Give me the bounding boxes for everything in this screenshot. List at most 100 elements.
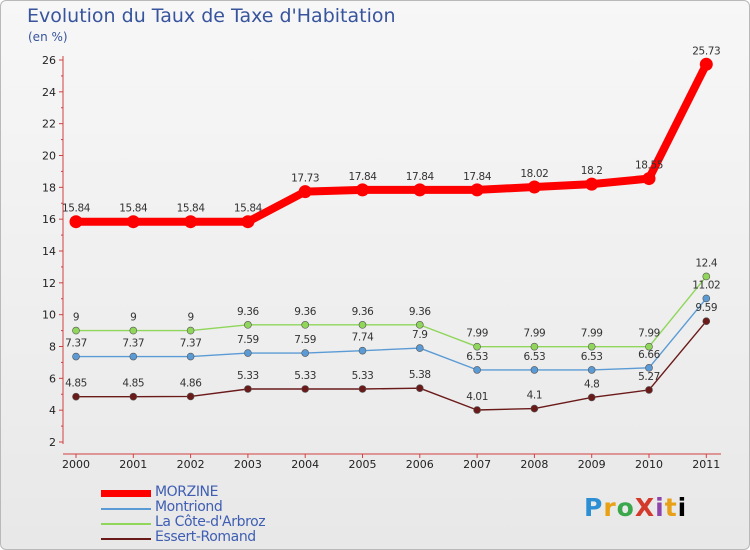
data-point-morzine [585, 177, 599, 191]
legend-swatch-morzine [101, 490, 151, 497]
series-line-essert-romand [76, 320, 707, 411]
y-tick-label: 4 [49, 404, 56, 417]
data-label-morzine: 17.73 [291, 173, 319, 185]
data-point-essert-romand [244, 385, 252, 393]
data-point-la-cote-d-arbroz [358, 321, 367, 329]
x-tick-label: 2011 [692, 458, 720, 471]
data-point-la-cote-d-arbroz [645, 342, 653, 351]
data-label-essert-romand: 4.86 [180, 377, 202, 389]
data-label-essert-romand: 5.27 [638, 371, 660, 383]
data-point-essert-romand [72, 392, 80, 401]
data-label-la-cote-d-arbroz: 7.99 [466, 328, 488, 340]
legend-label-essert-romand: Essert-Romand [155, 529, 256, 545]
legend-swatch-montriond [101, 508, 151, 510]
x-tick-label: 2009 [578, 458, 606, 471]
data-point-montriond [473, 366, 481, 374]
data-point-essert-romand [702, 317, 711, 325]
data-point-essert-romand [530, 404, 539, 413]
data-label-la-cote-d-arbroz: 12.4 [695, 257, 717, 269]
data-label-morzine: 15.84 [177, 203, 206, 215]
legend: MORZINE Montriond La Côte-d'Arbroz Esser… [101, 484, 421, 547]
y-tick-label: 14 [42, 245, 56, 258]
data-point-essert-romand [587, 393, 596, 402]
data-point-morzine [470, 183, 484, 197]
data-label-la-cote-d-arbroz: 9 [187, 312, 193, 324]
data-point-essert-romand [415, 384, 424, 393]
legend-swatch-la-cote-d-arbroz [101, 523, 151, 525]
data-point-montriond [244, 349, 252, 357]
data-point-morzine [241, 215, 255, 229]
data-label-morzine: 17.84 [348, 171, 377, 183]
data-label-montriond: 7.37 [122, 338, 144, 350]
data-point-montriond [415, 344, 424, 352]
data-label-essert-romand: 4.01 [466, 391, 488, 403]
y-tick-label: 8 [49, 341, 56, 354]
y-tick-label: 6 [49, 372, 56, 385]
x-tick-label: 2005 [349, 458, 377, 471]
data-label-morzine: 18.2 [581, 165, 603, 177]
data-label-morzine: 18.02 [520, 168, 548, 180]
data-label-la-cote-d-arbroz: 9.36 [352, 306, 374, 318]
data-label-montriond: 7.9 [412, 329, 428, 341]
x-tick-label: 2003 [234, 458, 262, 471]
x-tick-label: 2001 [119, 458, 147, 471]
data-label-la-cote-d-arbroz: 9 [73, 312, 79, 324]
data-point-la-cote-d-arbroz [473, 342, 481, 351]
data-point-essert-romand [473, 406, 481, 414]
data-point-morzine [184, 215, 198, 229]
data-point-morzine [69, 215, 83, 229]
data-label-la-cote-d-arbroz: 7.99 [524, 328, 546, 340]
data-point-montriond [129, 352, 138, 361]
data-point-essert-romand [645, 386, 653, 394]
data-label-montriond: 11.02 [692, 279, 720, 291]
x-tick-label: 2006 [406, 458, 434, 471]
legend-item-essert-romand: Essert-Romand [101, 529, 421, 547]
data-point-morzine [126, 215, 140, 229]
data-label-montriond: 6.53 [524, 351, 546, 363]
data-point-la-cote-d-arbroz [415, 321, 424, 329]
data-label-morzine: 18.55 [635, 160, 663, 172]
data-label-la-cote-d-arbroz: 9.36 [294, 306, 316, 318]
data-point-montriond [301, 349, 310, 357]
data-point-la-cote-d-arbroz [301, 321, 310, 329]
data-point-montriond [358, 346, 367, 355]
data-point-essert-romand [301, 385, 310, 393]
data-label-morzine: 15.84 [62, 203, 91, 215]
y-tick-label: 22 [42, 118, 56, 131]
legend-label-montriond: Montriond [155, 499, 223, 515]
data-label-essert-romand: 4.1 [527, 390, 543, 402]
data-label-morzine: 17.84 [463, 171, 492, 183]
legend-item-montriond: Montriond [101, 499, 421, 517]
data-label-la-cote-d-arbroz: 9.36 [409, 306, 431, 318]
data-label-montriond: 6.53 [581, 351, 603, 363]
data-label-essert-romand: 5.38 [409, 369, 431, 381]
series-line-montriond [76, 297, 707, 371]
data-point-montriond [72, 352, 80, 361]
y-axis-unit-label: (en %) [28, 30, 68, 44]
data-point-la-cote-d-arbroz [244, 321, 252, 329]
data-label-montriond: 7.74 [352, 332, 374, 344]
legend-label-morzine: MORZINE [155, 484, 219, 500]
legend-label-la-cote-d-arbroz: La Côte-d'Arbroz [155, 514, 266, 530]
legend-item-la-cote-d-arbroz: La Côte-d'Arbroz [101, 514, 421, 532]
data-label-essert-romand: 4.8 [584, 378, 600, 390]
data-label-montriond: 7.37 [180, 338, 202, 350]
data-label-essert-romand: 5.33 [237, 370, 259, 382]
x-tick-label: 2007 [463, 458, 491, 471]
data-label-morzine: 15.84 [119, 203, 148, 215]
data-label-morzine: 17.84 [406, 171, 435, 183]
x-tick-label: 2004 [291, 458, 319, 471]
y-tick-label: 2 [49, 436, 56, 449]
data-label-morzine: 25.73 [692, 45, 720, 57]
data-point-essert-romand [358, 385, 367, 393]
data-label-montriond: 6.66 [638, 349, 660, 361]
y-tick-label: 12 [42, 277, 56, 290]
data-label-essert-romand: 5.33 [294, 370, 316, 382]
data-label-essert-romand: 4.85 [65, 378, 87, 390]
y-tick-label: 24 [42, 86, 56, 99]
data-label-montriond: 7.37 [65, 338, 87, 350]
legend-item-morzine: MORZINE [101, 484, 421, 502]
y-tick-label: 16 [42, 213, 56, 226]
data-label-la-cote-d-arbroz: 7.99 [638, 328, 660, 340]
data-label-essert-romand: 9.59 [695, 302, 717, 314]
